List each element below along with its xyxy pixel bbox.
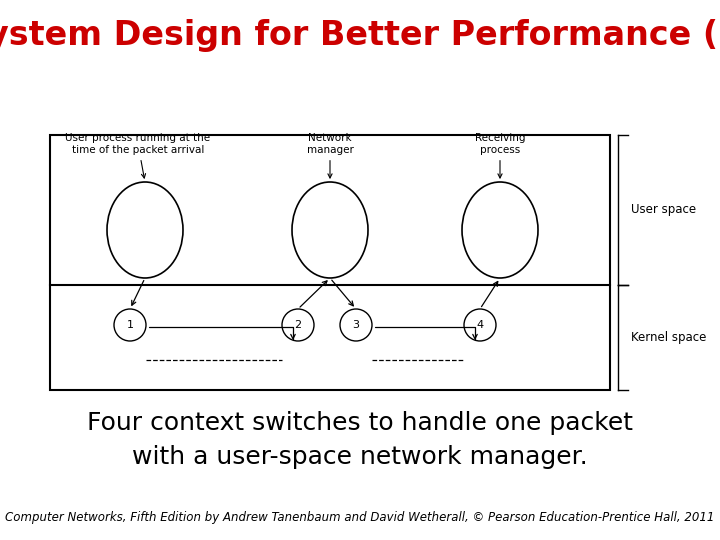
Text: 1: 1 xyxy=(127,320,133,330)
Text: System Design for Better Performance (2): System Design for Better Performance (2) xyxy=(0,18,720,51)
Text: Network
manager: Network manager xyxy=(307,133,354,178)
Text: 4: 4 xyxy=(477,320,484,330)
Text: User process running at the
time of the packet arrival: User process running at the time of the … xyxy=(66,133,210,178)
Text: Four context switches to handle one packet
with a user-space network manager.: Four context switches to handle one pack… xyxy=(87,411,633,469)
Text: 3: 3 xyxy=(353,320,359,330)
Bar xyxy=(50,135,610,390)
Text: User space: User space xyxy=(631,204,696,217)
Text: Computer Networks, Fifth Edition by Andrew Tanenbaum and David Wetherall, © Pear: Computer Networks, Fifth Edition by Andr… xyxy=(5,511,715,524)
Text: Receiving
process: Receiving process xyxy=(474,133,526,178)
Text: Kernel space: Kernel space xyxy=(631,331,706,344)
Text: 2: 2 xyxy=(294,320,302,330)
